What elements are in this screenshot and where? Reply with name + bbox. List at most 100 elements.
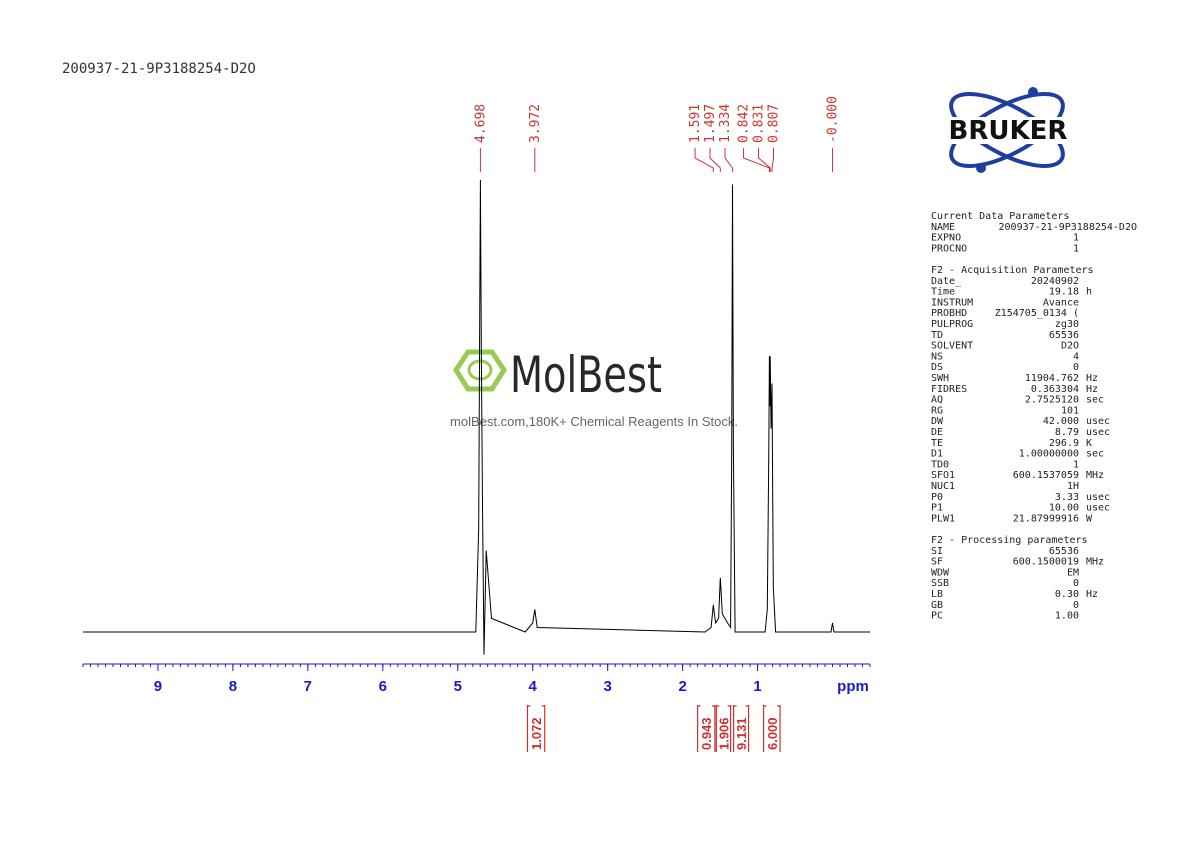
param-key: TD bbox=[931, 330, 943, 341]
logo-dot bbox=[1028, 87, 1038, 97]
param-value: 0.363304 bbox=[1031, 384, 1079, 395]
param-value: 4 bbox=[1073, 351, 1079, 362]
param-value: zg30 bbox=[1055, 319, 1079, 330]
integral-bracket bbox=[762, 705, 781, 752]
param-value: 65536 bbox=[1049, 546, 1079, 557]
param-value: 1 bbox=[1073, 243, 1079, 254]
param-key: NS bbox=[931, 351, 943, 362]
param-key: LB bbox=[931, 589, 943, 600]
param-key: AQ bbox=[931, 395, 943, 406]
param-key: SFO1 bbox=[931, 470, 955, 481]
param-key: GB bbox=[931, 600, 943, 611]
param-value: 1.00 bbox=[1055, 611, 1079, 622]
param-key: PLW1 bbox=[931, 513, 955, 524]
bruker-logo: BRUKER bbox=[924, 87, 1092, 173]
param-value: 65536 bbox=[1049, 330, 1079, 341]
watermark: MolBest molBest.com,180K+ Chemical Reage… bbox=[450, 346, 738, 429]
param-key: WDW bbox=[931, 567, 950, 578]
spectrum-line bbox=[83, 179, 870, 655]
spectrum-plot: 9 8 7 6 5 4 3 2 1 ppm 4.698 3.972 1.591 1.497 1.334 0.8… bbox=[82, 96, 871, 752]
integral-bracket bbox=[715, 705, 732, 752]
section-title: F2 - Processing parameters bbox=[931, 535, 1088, 546]
param-key: DE bbox=[931, 427, 943, 438]
param-key: PULPROG bbox=[931, 319, 973, 330]
integral-label: 0.943 bbox=[699, 717, 714, 750]
param-unit: sec bbox=[1086, 395, 1104, 406]
param-key: RG bbox=[931, 405, 943, 416]
param-value: 2.7525120 bbox=[1025, 395, 1079, 406]
peak-label: 0.842 bbox=[737, 104, 752, 143]
logo-band bbox=[924, 117, 1092, 144]
param-key: SF bbox=[931, 557, 943, 568]
param-value: 1H bbox=[1067, 481, 1079, 492]
param-key: P0 bbox=[931, 492, 943, 503]
param-value: 101 bbox=[1061, 405, 1079, 416]
param-value: 1 bbox=[1073, 233, 1079, 244]
param-value: 0.30 bbox=[1055, 589, 1079, 600]
param-key: P1 bbox=[931, 503, 943, 514]
param-value: 600.1500019 bbox=[1013, 557, 1079, 568]
param-unit: Hz bbox=[1086, 384, 1098, 395]
peak-leader bbox=[724, 148, 734, 172]
param-key: SSB bbox=[931, 578, 949, 589]
peak-label: 4.698 bbox=[473, 104, 488, 143]
param-key: SI bbox=[931, 546, 943, 557]
param-unit: MHz bbox=[1086, 470, 1104, 481]
watermark-icon bbox=[453, 349, 507, 392]
param-value: 0 bbox=[1073, 578, 1079, 589]
integral-label: 6.000 bbox=[765, 717, 780, 750]
param-unit: K bbox=[1086, 438, 1092, 449]
param-value: 1.00000000 bbox=[1019, 449, 1079, 460]
x-tick-label: 4 bbox=[529, 678, 538, 695]
section-title: Current Data Parameters bbox=[931, 211, 1069, 222]
param-value: Avance bbox=[1043, 297, 1079, 308]
param-key: NUC1 bbox=[931, 481, 955, 492]
param-value: 600.1537059 bbox=[1013, 470, 1079, 481]
param-unit: usec bbox=[1086, 492, 1110, 503]
param-key: INSTRUM bbox=[931, 297, 973, 308]
integral-bracket bbox=[732, 705, 750, 752]
param-value: 8.79 bbox=[1055, 427, 1079, 438]
param-value: Z154705_0134 ( bbox=[995, 308, 1079, 319]
param-key: PROBHD bbox=[931, 308, 967, 319]
param-unit: MHz bbox=[1086, 557, 1104, 568]
param-value: 42.000 bbox=[1043, 416, 1079, 427]
param-key: NAME bbox=[931, 222, 955, 233]
param-unit: Hz bbox=[1086, 373, 1098, 384]
peak-label: 3.972 bbox=[528, 104, 543, 143]
param-key: SOLVENT bbox=[931, 341, 973, 352]
param-value: 0 bbox=[1073, 362, 1079, 373]
param-value: 19.18 bbox=[1049, 287, 1079, 298]
x-tick-label: 7 bbox=[304, 678, 312, 695]
param-value: 1 bbox=[1073, 459, 1079, 470]
param-value: 21.87999916 bbox=[1013, 513, 1079, 524]
peak-leader bbox=[758, 148, 771, 172]
param-key: TE bbox=[931, 438, 943, 449]
param-key: PC bbox=[931, 611, 943, 622]
param-key: FIDRES bbox=[931, 384, 967, 395]
param-value: EM bbox=[1067, 567, 1079, 578]
x-tick-label: 5 bbox=[454, 678, 462, 695]
peak-leader bbox=[694, 148, 714, 172]
peak-label: 1.334 bbox=[718, 104, 733, 143]
x-tick-label: 8 bbox=[229, 678, 237, 695]
logo-dot bbox=[976, 163, 986, 173]
param-value: 11904.762 bbox=[1025, 373, 1079, 384]
param-value: 296.9 bbox=[1049, 438, 1079, 449]
section-title: F2 - Acquisition Parameters bbox=[931, 265, 1094, 276]
x-tick-label: 6 bbox=[379, 678, 387, 695]
watermark-tagline: molBest.com,180K+ Chemical Reagents In S… bbox=[450, 414, 738, 429]
x-tick-label: 1 bbox=[753, 678, 761, 695]
param-key: PROCNO bbox=[931, 243, 967, 254]
integral-label: 1.906 bbox=[716, 717, 731, 750]
x-axis-label: ppm bbox=[837, 678, 869, 695]
param-unit: h bbox=[1086, 287, 1092, 298]
logo-orbit bbox=[949, 91, 1065, 169]
x-tick-label: 3 bbox=[603, 678, 611, 695]
logo-text: BRUKER bbox=[949, 116, 1068, 146]
param-key: TD0 bbox=[931, 459, 949, 470]
peak-leader bbox=[709, 148, 721, 172]
x-tick-label: 2 bbox=[678, 678, 686, 695]
